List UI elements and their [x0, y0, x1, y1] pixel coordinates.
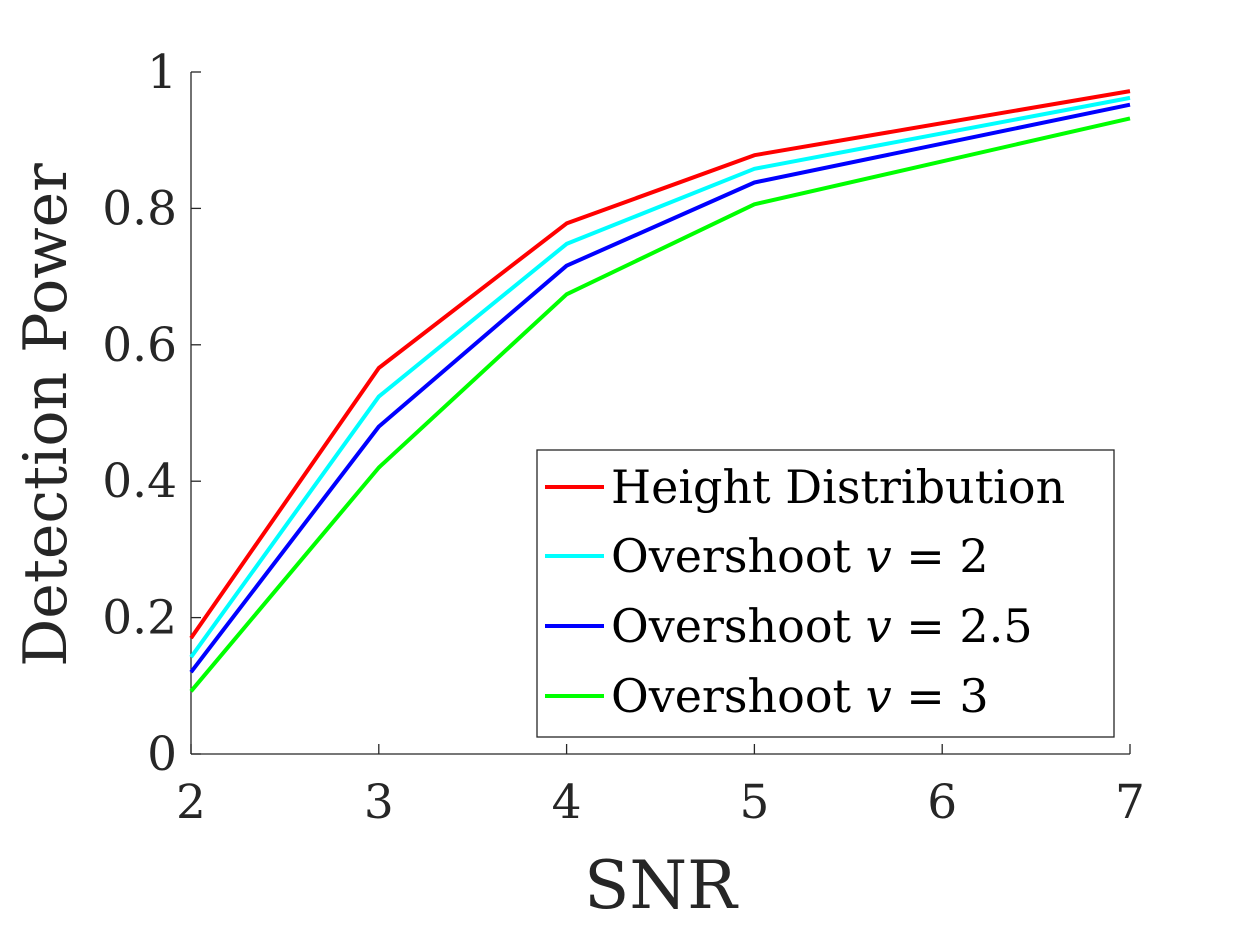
x-axis-label: SNR: [584, 847, 739, 924]
x-tick-label: 2: [176, 775, 206, 830]
legend-entry-label: Overshoot v = 2: [611, 529, 989, 583]
y-tick-label: 1: [147, 45, 177, 100]
x-tick-label: 4: [552, 775, 582, 830]
axes: 2 3 4 5 6 7 0 0.2 0.4 0.6 0.8 1: [102, 45, 1145, 830]
legend-entry-label: Overshoot v = 3: [611, 669, 989, 723]
y-tick-label: 0: [147, 727, 177, 782]
x-tick-label: 3: [364, 775, 394, 830]
legend: Height Distribution Overshoot v = 2 Oversh…: [536, 449, 1115, 738]
legend-entry-label: Height Distribution: [611, 460, 1065, 514]
y-axis-label: Detection Power: [11, 163, 81, 667]
series-line-overshoot-v-3: [189, 116, 1131, 693]
y-tick-label: 0.2: [102, 591, 177, 646]
x-tick-label: 7: [1115, 775, 1145, 830]
x-tick-label: 6: [927, 775, 957, 830]
x-tick-label: 5: [739, 775, 769, 830]
series-line-height-distribution: [189, 89, 1131, 640]
y-tick-label: 0.4: [102, 454, 177, 509]
series-lines: [189, 89, 1131, 693]
series-line-overshoot-v-2: [189, 95, 1131, 659]
y-tick-label: 0.8: [102, 181, 177, 236]
legend-box: [536, 449, 1115, 738]
y-tick-label: 0.6: [102, 318, 177, 373]
legend-entry-label: Overshoot v = 2.5: [611, 599, 1033, 653]
series-line-overshoot-v-2-5: [189, 102, 1131, 674]
